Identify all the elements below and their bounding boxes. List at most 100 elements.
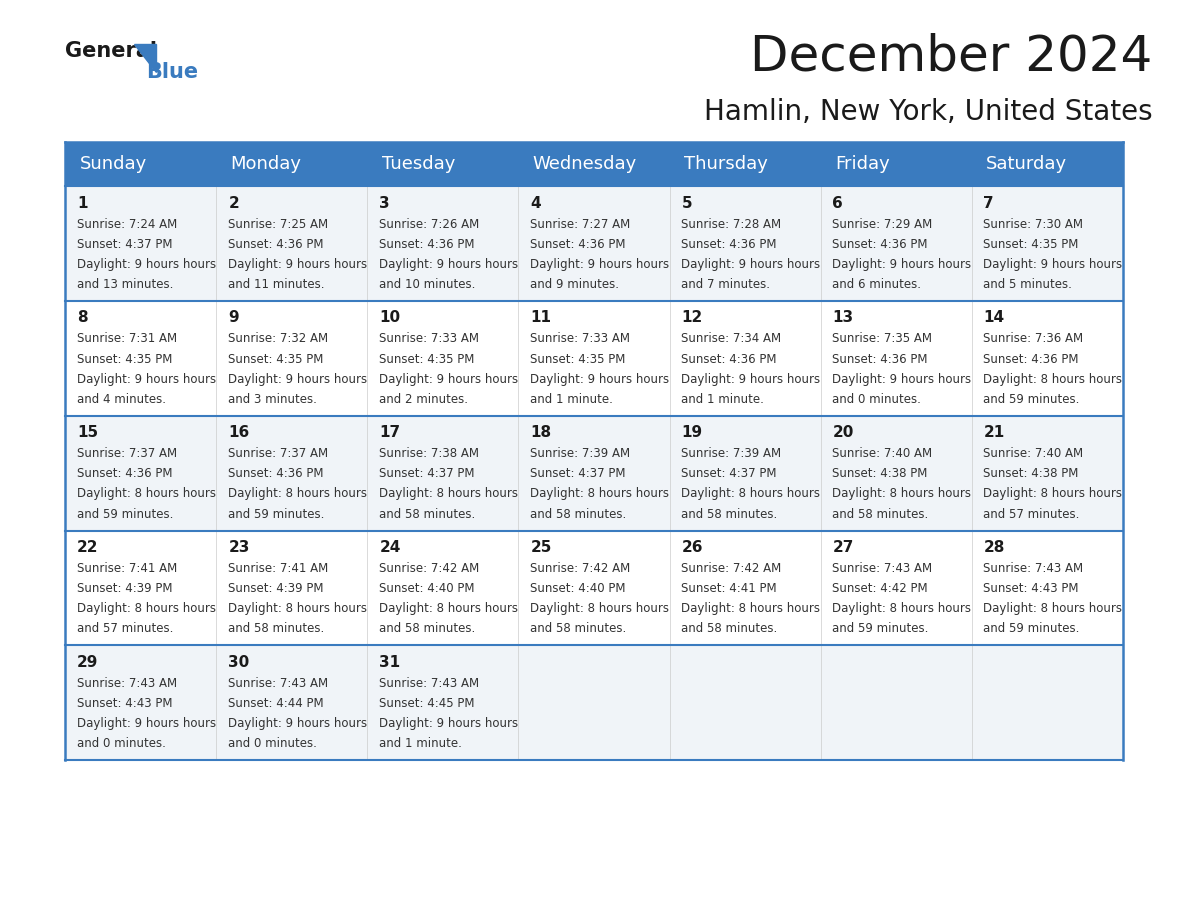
Text: and 0 minutes.: and 0 minutes. [833,393,922,406]
Text: 14: 14 [984,310,1005,325]
Text: Daylight: 8 hours hours: Daylight: 8 hours hours [984,487,1123,500]
Text: Sunset: 4:36 PM: Sunset: 4:36 PM [228,467,324,480]
Text: Sunset: 4:37 PM: Sunset: 4:37 PM [682,467,777,480]
Text: and 1 minute.: and 1 minute. [379,737,462,750]
Text: and 1 minute.: and 1 minute. [530,393,613,406]
Text: Hamlin, New York, United States: Hamlin, New York, United States [703,98,1152,127]
Text: and 58 minutes.: and 58 minutes. [530,622,626,635]
Bar [65,301,216,416]
Bar [821,186,972,301]
Bar [821,416,972,531]
Text: Sunrise: 7:30 AM: Sunrise: 7:30 AM [984,218,1083,230]
Text: Sunrise: 7:33 AM: Sunrise: 7:33 AM [379,332,479,345]
Text: and 9 minutes.: and 9 minutes. [530,278,619,291]
Text: Sunset: 4:35 PM: Sunset: 4:35 PM [530,353,626,365]
Text: December 2024: December 2024 [750,32,1152,80]
Text: 7: 7 [984,196,994,210]
Bar [367,142,518,186]
Text: Sunrise: 7:41 AM: Sunrise: 7:41 AM [77,562,177,575]
Bar [216,301,367,416]
Text: Sunrise: 7:43 AM: Sunrise: 7:43 AM [228,677,328,689]
Text: and 3 minutes.: and 3 minutes. [228,393,317,406]
Text: Sunrise: 7:31 AM: Sunrise: 7:31 AM [77,332,177,345]
Text: Sunset: 4:43 PM: Sunset: 4:43 PM [77,697,172,710]
Text: 29: 29 [77,655,99,669]
Text: Sunset: 4:36 PM: Sunset: 4:36 PM [379,238,475,251]
Polygon shape [134,44,156,72]
Text: Daylight: 9 hours hours: Daylight: 9 hours hours [379,258,518,271]
Text: Sunrise: 7:43 AM: Sunrise: 7:43 AM [984,562,1083,575]
Text: Daylight: 9 hours hours: Daylight: 9 hours hours [379,717,518,730]
Text: Sunset: 4:36 PM: Sunset: 4:36 PM [682,353,777,365]
Text: Daylight: 8 hours hours: Daylight: 8 hours hours [530,487,669,500]
Bar [518,416,670,531]
Bar [216,142,367,186]
Text: Sunrise: 7:35 AM: Sunrise: 7:35 AM [833,332,933,345]
Text: Sunrise: 7:36 AM: Sunrise: 7:36 AM [984,332,1083,345]
Text: and 7 minutes.: and 7 minutes. [682,278,770,291]
Text: Daylight: 8 hours hours: Daylight: 8 hours hours [833,602,972,615]
Bar [65,531,216,645]
Text: and 58 minutes.: and 58 minutes. [379,622,475,635]
Text: Sunset: 4:35 PM: Sunset: 4:35 PM [984,238,1079,251]
Text: Daylight: 8 hours hours: Daylight: 8 hours hours [682,602,821,615]
Text: Daylight: 9 hours hours: Daylight: 9 hours hours [77,258,216,271]
Text: and 6 minutes.: and 6 minutes. [833,278,922,291]
Text: Daylight: 9 hours hours: Daylight: 9 hours hours [984,258,1123,271]
Text: Daylight: 9 hours hours: Daylight: 9 hours hours [682,373,821,386]
Text: and 13 minutes.: and 13 minutes. [77,278,173,291]
Text: Sunrise: 7:42 AM: Sunrise: 7:42 AM [530,562,631,575]
Text: and 58 minutes.: and 58 minutes. [833,508,929,521]
Bar [518,301,670,416]
Text: Sunset: 4:36 PM: Sunset: 4:36 PM [530,238,626,251]
Text: Sunrise: 7:34 AM: Sunrise: 7:34 AM [682,332,782,345]
Text: 24: 24 [379,540,400,554]
Text: Sunrise: 7:38 AM: Sunrise: 7:38 AM [379,447,479,460]
Text: Daylight: 9 hours hours: Daylight: 9 hours hours [530,258,670,271]
Text: and 0 minutes.: and 0 minutes. [77,737,166,750]
Text: Sunset: 4:37 PM: Sunset: 4:37 PM [379,467,475,480]
Text: Saturday: Saturday [986,155,1067,174]
Bar [972,301,1123,416]
Text: Daylight: 9 hours hours: Daylight: 9 hours hours [833,258,972,271]
Text: 16: 16 [228,425,249,440]
Bar [367,416,518,531]
Text: General: General [65,41,157,62]
Bar [216,416,367,531]
Text: Sunset: 4:37 PM: Sunset: 4:37 PM [77,238,172,251]
Bar [518,142,670,186]
Text: Sunset: 4:36 PM: Sunset: 4:36 PM [77,467,172,480]
Text: Sunrise: 7:41 AM: Sunrise: 7:41 AM [228,562,329,575]
Text: Daylight: 8 hours hours: Daylight: 8 hours hours [833,487,972,500]
Text: Sunrise: 7:42 AM: Sunrise: 7:42 AM [379,562,480,575]
Text: Sunrise: 7:27 AM: Sunrise: 7:27 AM [530,218,631,230]
Bar [972,142,1123,186]
Text: Sunrise: 7:43 AM: Sunrise: 7:43 AM [833,562,933,575]
Text: Sunset: 4:36 PM: Sunset: 4:36 PM [228,238,324,251]
Bar [821,645,972,760]
Text: 9: 9 [228,310,239,325]
Text: 12: 12 [682,310,702,325]
Text: Sunrise: 7:43 AM: Sunrise: 7:43 AM [379,677,480,689]
Bar [670,416,821,531]
Text: Sunrise: 7:26 AM: Sunrise: 7:26 AM [379,218,480,230]
Text: Sunset: 4:38 PM: Sunset: 4:38 PM [984,467,1079,480]
Text: Sunset: 4:44 PM: Sunset: 4:44 PM [228,697,324,710]
Bar [972,531,1123,645]
Text: Sunset: 4:40 PM: Sunset: 4:40 PM [379,582,475,595]
Text: Sunset: 4:40 PM: Sunset: 4:40 PM [530,582,626,595]
Text: Sunrise: 7:32 AM: Sunrise: 7:32 AM [228,332,328,345]
Text: 1: 1 [77,196,88,210]
Bar [65,645,216,760]
Text: Sunset: 4:35 PM: Sunset: 4:35 PM [228,353,323,365]
Text: and 58 minutes.: and 58 minutes. [379,508,475,521]
Bar [670,645,821,760]
Bar [972,416,1123,531]
Text: Monday: Monday [230,155,302,174]
Text: Daylight: 9 hours hours: Daylight: 9 hours hours [228,717,367,730]
Text: 23: 23 [228,540,249,554]
Text: and 59 minutes.: and 59 minutes. [77,508,173,521]
Bar [367,645,518,760]
Text: and 58 minutes.: and 58 minutes. [682,508,778,521]
Text: Daylight: 9 hours hours: Daylight: 9 hours hours [682,258,821,271]
